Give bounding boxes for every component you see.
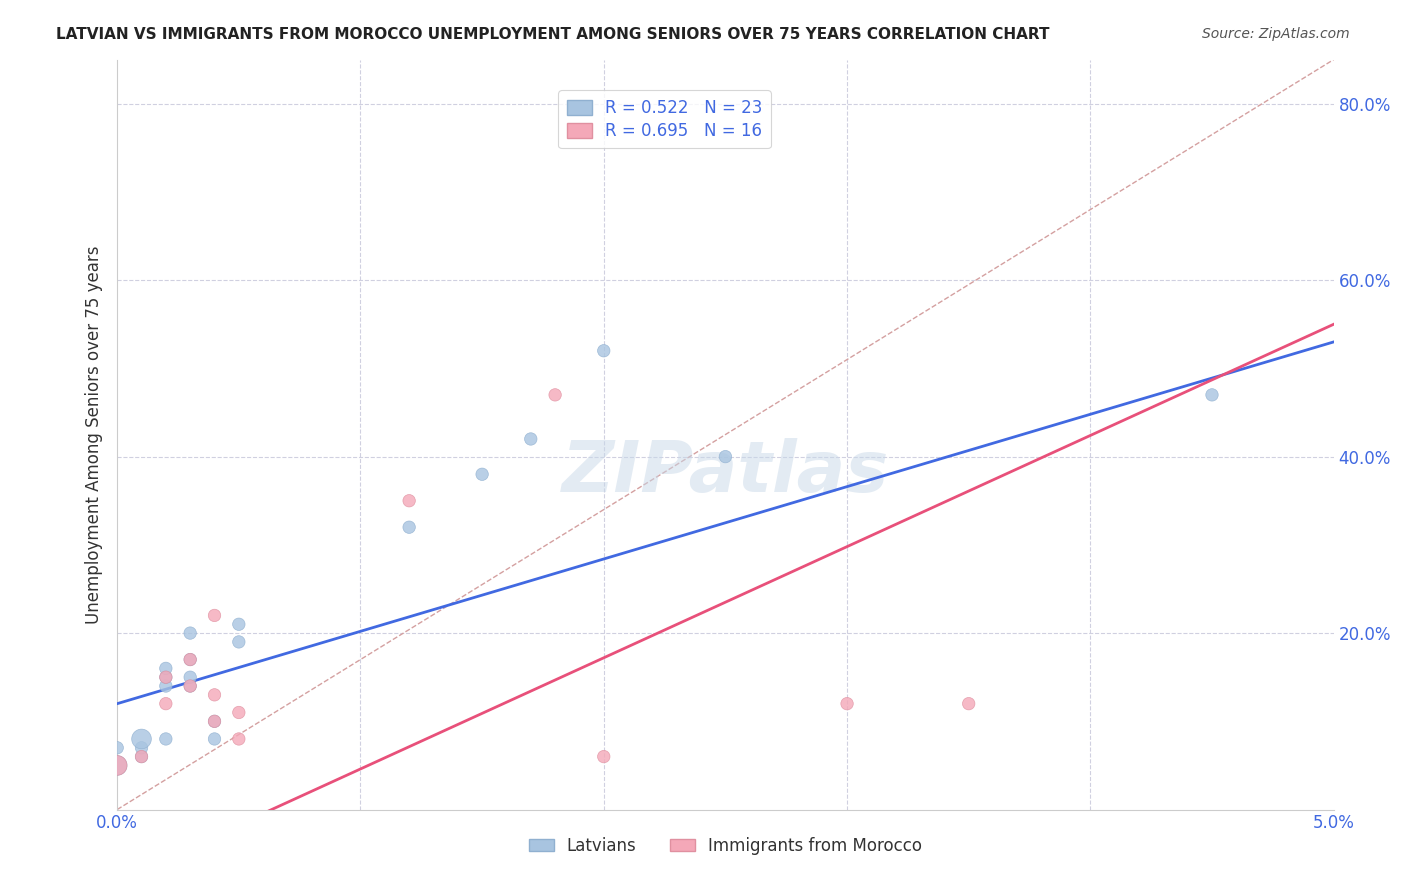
Point bbox=[204, 714, 226, 729]
Point bbox=[204, 714, 226, 729]
Point bbox=[105, 758, 128, 772]
Point bbox=[131, 731, 153, 746]
Legend: R = 0.522   N = 23, R = 0.695   N = 16: R = 0.522 N = 23, R = 0.695 N = 16 bbox=[558, 90, 770, 148]
Point bbox=[228, 635, 250, 649]
Point bbox=[471, 467, 494, 482]
Point bbox=[179, 652, 201, 666]
Point bbox=[228, 731, 250, 746]
Point bbox=[155, 679, 177, 693]
Text: ZIPatlas: ZIPatlas bbox=[562, 438, 889, 507]
Point bbox=[204, 731, 226, 746]
Point bbox=[131, 740, 153, 755]
Point bbox=[835, 697, 858, 711]
Point bbox=[155, 661, 177, 675]
Text: LATVIAN VS IMMIGRANTS FROM MOROCCO UNEMPLOYMENT AMONG SENIORS OVER 75 YEARS CORR: LATVIAN VS IMMIGRANTS FROM MOROCCO UNEMP… bbox=[56, 27, 1050, 42]
Text: Source: ZipAtlas.com: Source: ZipAtlas.com bbox=[1202, 27, 1350, 41]
Point bbox=[592, 343, 614, 358]
Point bbox=[228, 706, 250, 720]
Point bbox=[131, 749, 153, 764]
Point bbox=[520, 432, 543, 446]
Point bbox=[155, 670, 177, 684]
Y-axis label: Unemployment Among Seniors over 75 years: Unemployment Among Seniors over 75 years bbox=[86, 245, 103, 624]
Point bbox=[714, 450, 737, 464]
Point bbox=[204, 608, 226, 623]
Point bbox=[228, 617, 250, 632]
Point bbox=[179, 679, 201, 693]
Point bbox=[179, 626, 201, 640]
Point bbox=[398, 520, 420, 534]
Point bbox=[131, 749, 153, 764]
Point bbox=[957, 697, 980, 711]
Point bbox=[155, 731, 177, 746]
Point bbox=[398, 493, 420, 508]
Point bbox=[179, 652, 201, 666]
Point bbox=[179, 679, 201, 693]
Point bbox=[105, 758, 128, 772]
Point bbox=[105, 740, 128, 755]
Point bbox=[179, 670, 201, 684]
Point bbox=[155, 670, 177, 684]
Point bbox=[544, 388, 567, 402]
Point bbox=[155, 697, 177, 711]
Point bbox=[1201, 388, 1223, 402]
Point bbox=[592, 749, 614, 764]
Point bbox=[204, 688, 226, 702]
